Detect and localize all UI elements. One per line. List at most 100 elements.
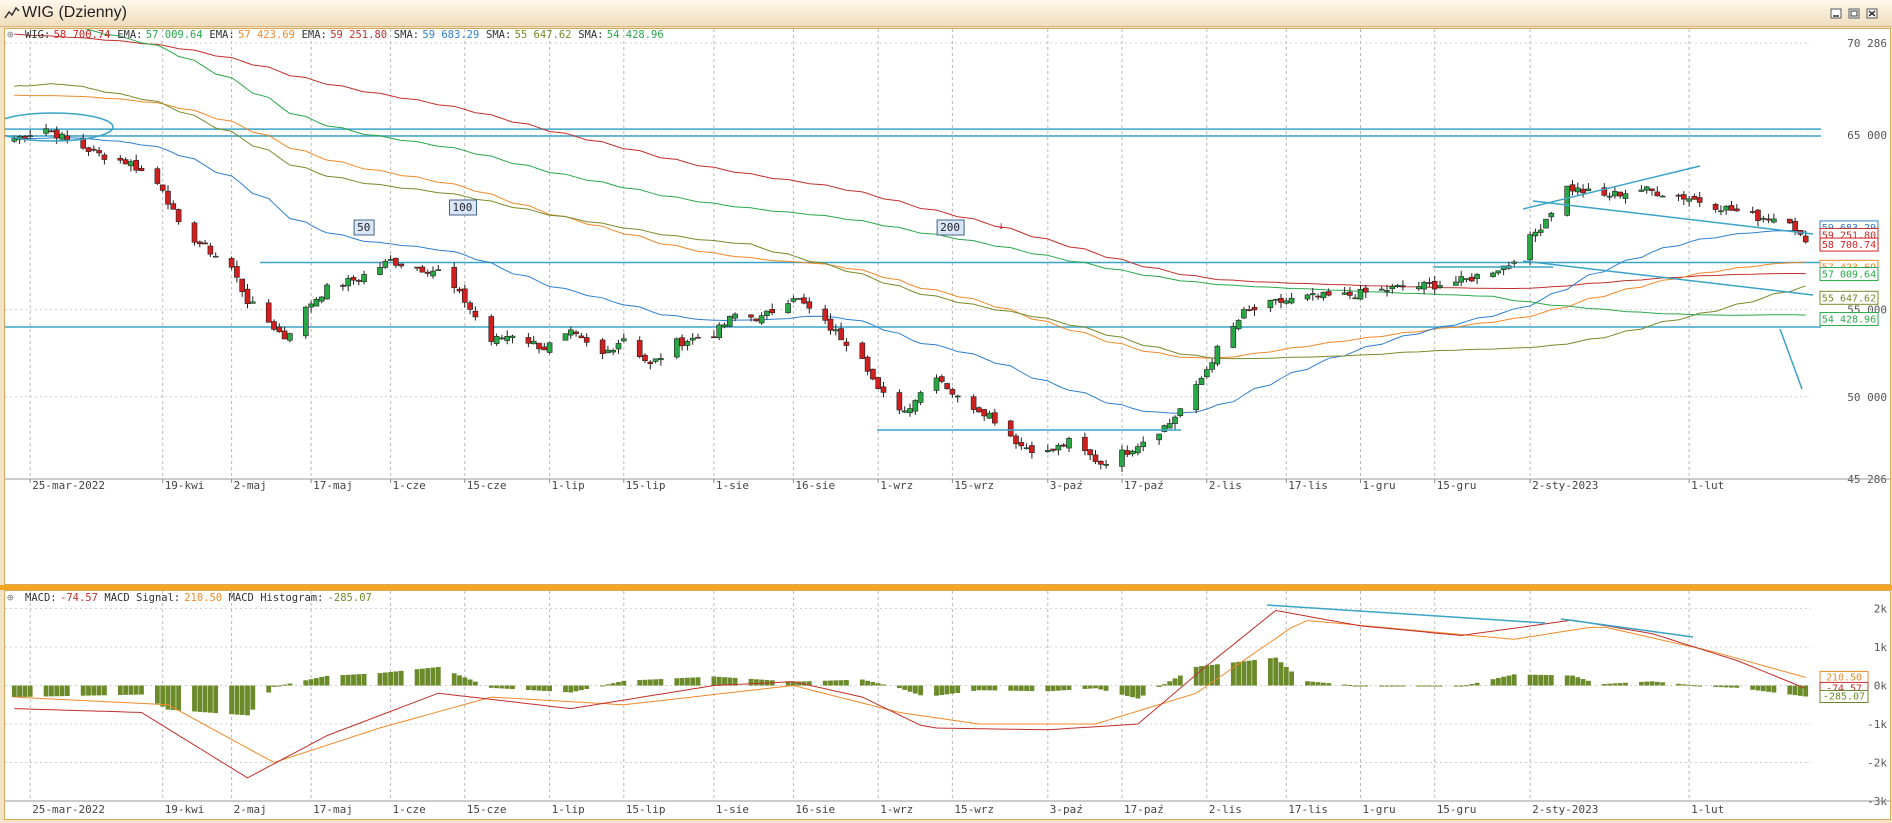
histogram-bar (541, 685, 547, 691)
candle (1681, 194, 1687, 200)
candle (1580, 188, 1586, 194)
candle (1718, 210, 1724, 213)
histogram-bar (1130, 685, 1135, 698)
histogram-bar (1792, 685, 1798, 696)
histogram-bar (1421, 685, 1427, 687)
histogram-bar (844, 680, 849, 686)
candle (896, 392, 903, 411)
candle (165, 190, 171, 205)
histogram-bar (133, 685, 139, 695)
candle (159, 184, 166, 191)
histogram-bar (1771, 685, 1777, 693)
candle (976, 407, 982, 413)
histogram-bar (1321, 682, 1326, 686)
histogram-bar (939, 685, 945, 696)
histogram-bar (1474, 682, 1480, 686)
histogram-bar (494, 685, 499, 689)
candle (197, 241, 203, 245)
candle (64, 135, 71, 140)
candle (562, 333, 569, 341)
candle (1246, 309, 1252, 311)
candle (1723, 206, 1729, 211)
divergence-line (1560, 618, 1694, 638)
price-tag-box (1819, 267, 1879, 282)
candle (1495, 270, 1502, 274)
histogram-bar (17, 685, 22, 697)
histogram-bar (160, 685, 166, 707)
candle (1612, 191, 1618, 197)
histogram-bar (22, 685, 28, 697)
candle (615, 343, 622, 350)
histogram-bar (1464, 685, 1469, 687)
candle (864, 356, 871, 372)
macd-chart[interactable]: 25-mar-2022 19-kwi 2-maj 17-maj 1-cze 15-cze 1… (5, 591, 1890, 819)
histogram-bar (1697, 685, 1703, 687)
histogram-bar (1798, 685, 1803, 696)
histogram-bar (1082, 685, 1088, 689)
candle (170, 203, 177, 210)
histogram-bar (1315, 682, 1321, 686)
histogram-bar (155, 685, 160, 704)
histogram-bar (785, 681, 791, 686)
candle (541, 346, 548, 351)
close-icon[interactable] (1866, 8, 1878, 19)
x-tick-label: 2-sty-2023 (1532, 803, 1598, 816)
price-pane[interactable]: 25-mar-2022 19-kwi 2-maj 17-maj 1-cze 15-cze 1… (0, 23, 1891, 585)
x-tick-label: 1-wrz (880, 803, 913, 816)
histogram-bar (870, 682, 876, 686)
price-chart[interactable]: 25-mar-2022 19-kwi 2-maj 17-maj 1-cze 15-cze 1… (0, 23, 1890, 584)
histogram-bar (170, 685, 176, 710)
histogram-bar (308, 679, 314, 686)
histogram-bar (1575, 677, 1581, 686)
histogram-bar (1644, 681, 1650, 686)
candle (250, 301, 256, 304)
candle (1511, 261, 1517, 264)
candle (1696, 197, 1703, 203)
candle (345, 278, 352, 287)
candle (1119, 449, 1125, 467)
histogram-bar (955, 685, 961, 693)
histogram-bar (282, 684, 287, 686)
candle (287, 333, 293, 341)
histogram-bar (976, 685, 982, 691)
candle (1649, 188, 1655, 191)
candle (122, 159, 129, 165)
y-tick-label: 2k (1874, 603, 1888, 616)
restore-icon[interactable] (1848, 8, 1860, 19)
histogram-bar (1352, 685, 1358, 687)
histogram-bar (1580, 679, 1586, 686)
minimize-icon[interactable] (1830, 8, 1842, 19)
histogram-bar (950, 685, 955, 694)
candle (726, 316, 733, 327)
candle (1315, 295, 1321, 298)
candle (493, 335, 500, 344)
candle (1050, 448, 1056, 451)
histogram-bar (430, 667, 436, 686)
candle (1463, 278, 1470, 280)
histogram-bar (902, 685, 908, 690)
candle (1749, 211, 1756, 213)
candle (1193, 384, 1199, 411)
histogram-bar (679, 678, 685, 686)
sma-50-line (14, 137, 1806, 414)
x-tick-label: 3-paź (1050, 803, 1083, 816)
legend-value: 54 428.96 (607, 29, 664, 41)
candle (1352, 297, 1358, 300)
candle (234, 266, 240, 278)
histogram-bar (1310, 681, 1316, 686)
macd-line (14, 609, 1806, 779)
macd-tag-box (1819, 690, 1869, 704)
histogram-bar (276, 685, 282, 687)
candle (430, 270, 436, 277)
candle (711, 336, 717, 339)
pane-splitter[interactable] (0, 585, 1892, 590)
histogram-bar (907, 685, 913, 692)
candle (1601, 187, 1608, 196)
candle (1214, 345, 1221, 365)
macd-pane[interactable]: 25-mar-2022 19-kwi 2-maj 17-maj 1-cze 15-cze 1… (4, 590, 1891, 820)
histogram-bar (388, 671, 393, 686)
candle (1548, 212, 1555, 218)
candle (647, 361, 654, 365)
ma-label-box (449, 199, 477, 216)
